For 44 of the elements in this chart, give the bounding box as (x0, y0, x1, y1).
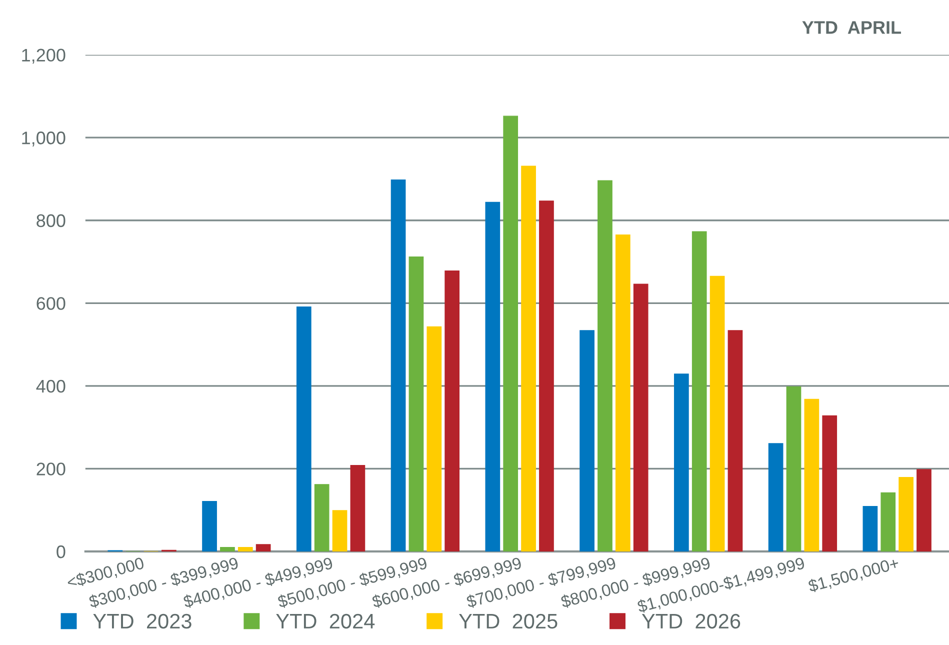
bar (503, 116, 518, 552)
bar (615, 234, 630, 552)
y-tick-label: 0 (56, 545, 66, 558)
bar (692, 231, 707, 552)
bar (485, 202, 500, 552)
bar (256, 544, 271, 552)
bar (916, 469, 932, 552)
y-tick-label: 200 (36, 462, 66, 476)
y-tick-label: 400 (36, 380, 66, 393)
bar (580, 330, 594, 552)
bar (426, 326, 442, 552)
legend-label: YTD 2023 (93, 614, 192, 629)
legend-label: YTD 2024 (276, 614, 375, 629)
bar (444, 270, 460, 552)
bar (804, 398, 820, 552)
bar (202, 501, 217, 552)
bar (521, 166, 536, 552)
bar (350, 465, 366, 552)
bar (633, 284, 648, 552)
bar (390, 179, 406, 552)
bar (332, 510, 348, 552)
y-tick-label: 1,200 (22, 48, 66, 64)
bar (220, 546, 235, 552)
bar (314, 484, 330, 552)
legend-label: YTD 2025 (458, 614, 558, 629)
bar (408, 256, 424, 552)
chart-title: YTD APRIL (802, 21, 901, 34)
bar (710, 276, 725, 552)
bar (674, 374, 689, 552)
bar (786, 386, 802, 552)
bar (768, 443, 784, 552)
y-tick-label: 1,000 (22, 132, 66, 146)
y-tick-label: 600 (36, 297, 66, 310)
bar (898, 477, 914, 552)
bar (598, 180, 612, 552)
bar (880, 492, 896, 552)
bar (296, 306, 312, 552)
bar (539, 200, 554, 552)
y-tick-label: 800 (36, 214, 66, 228)
bar (728, 330, 743, 552)
bar (862, 506, 878, 552)
legend-label: YTD 2026 (642, 614, 740, 629)
bar (238, 546, 253, 552)
bar (822, 415, 838, 552)
